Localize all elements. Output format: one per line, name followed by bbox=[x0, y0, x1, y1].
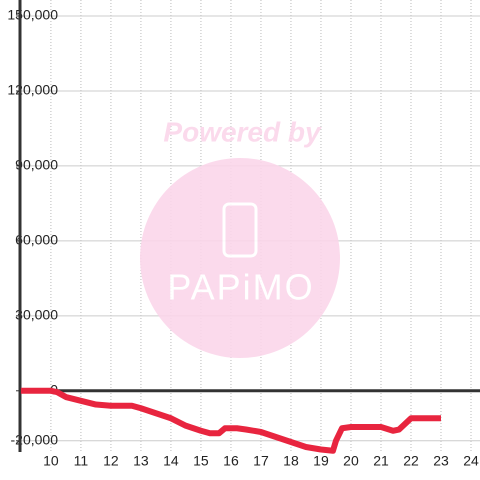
y-tick-label: -20,000 bbox=[11, 431, 59, 447]
x-tick-label: 11 bbox=[74, 453, 89, 469]
x-tick-label: 18 bbox=[283, 453, 299, 469]
x-tick-label: 13 bbox=[133, 453, 149, 469]
x-tick-label: 24 bbox=[463, 453, 479, 469]
y-tick-label: 150,000 bbox=[7, 7, 58, 23]
watermark-logo: PAPiMO bbox=[167, 267, 314, 308]
x-tick-label: 17 bbox=[253, 453, 269, 469]
x-tick-label: 23 bbox=[433, 453, 449, 469]
x-tick-label: 22 bbox=[403, 453, 419, 469]
y-tick-label: 60,000 bbox=[15, 232, 58, 248]
x-tick-label: 12 bbox=[103, 453, 119, 469]
watermark-phone bbox=[222, 202, 258, 258]
y-tick-label: 30,000 bbox=[15, 307, 58, 323]
x-tick-label: 16 bbox=[223, 453, 239, 469]
x-tick-label: 21 bbox=[373, 453, 389, 469]
x-tick-label: 19 bbox=[313, 453, 329, 469]
y-tick-label: 90,000 bbox=[15, 157, 58, 173]
y-tick-label: 120,000 bbox=[7, 82, 58, 98]
x-tick-label: 15 bbox=[193, 453, 209, 469]
watermark: Powered by PAPiMO bbox=[140, 116, 340, 358]
line-series bbox=[20, 387, 441, 454]
watermark-circle bbox=[140, 158, 340, 358]
x-tick-label: 10 bbox=[43, 453, 59, 469]
x-tick-label: 20 bbox=[343, 453, 359, 469]
x-tick-label: 14 bbox=[163, 453, 179, 469]
watermark-text: Powered by bbox=[163, 116, 322, 147]
